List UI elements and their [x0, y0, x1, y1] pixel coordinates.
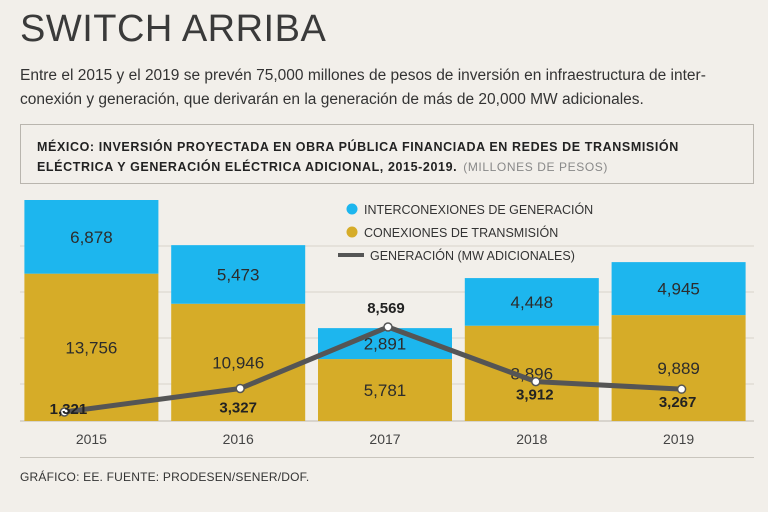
generation-label-2019: 3,267 — [659, 394, 697, 411]
bar-label-interconexiones-2019: 4,945 — [657, 280, 700, 299]
bar-label-interconexiones-2016: 5,473 — [217, 265, 260, 284]
bar-label-interconexiones-2018: 4,448 — [511, 293, 554, 312]
chart-unit: (MILLONES DE PESOS) — [463, 160, 608, 174]
bar-interconexiones-2019 — [611, 262, 746, 316]
footer-credit: GRÁFICO: EE. FUENTE: PRODESEN/SENER/DOF. — [20, 470, 310, 484]
chart-title-text: MÉXICO: INVERSIÓN PROYECTADA EN OBRA PÚB… — [37, 140, 679, 174]
bar-label-conexiones-2016: 10,946 — [212, 353, 264, 372]
generation-point-2016 — [235, 383, 245, 394]
bar-label-conexiones-2015: 13,756 — [65, 338, 117, 357]
generation-label-2015: 1,321 — [50, 401, 88, 418]
legend-swatch-conexiones — [346, 226, 358, 238]
generation-label-2017: 8,569 — [367, 300, 405, 317]
bar-interconexiones-2018 — [464, 278, 599, 326]
generation-point-2019 — [676, 384, 687, 394]
headline: SWITCH ARRIBA — [20, 8, 327, 50]
x-tick-label-2019: 2019 — [663, 431, 694, 447]
generation-label-2018: 3,912 — [516, 387, 554, 404]
x-tick-label-2018: 2018 — [516, 431, 547, 447]
generation-point-2018 — [531, 376, 541, 387]
generation-point-2015 — [59, 407, 70, 417]
generation-point-2017 — [383, 322, 393, 332]
x-tick-label-2015: 2015 — [76, 431, 107, 447]
legend-swatch-interconexiones — [346, 203, 358, 215]
x-tick-label-2017: 2017 — [369, 431, 400, 447]
bar-conexiones-2017 — [318, 359, 452, 421]
bar-interconexiones-2016 — [171, 245, 306, 304]
bar-label-interconexiones-2015: 6,878 — [70, 228, 113, 247]
legend-label-interconexiones: INTERCONEXIONES DE GENERACIÓN — [364, 202, 593, 217]
dek-text: Entre el 2015 y el 2019 se prevén 75,000… — [20, 67, 706, 108]
bar-conexiones-2015 — [24, 273, 159, 421]
x-tick-label-2016: 2016 — [223, 431, 254, 447]
chart-title-box: MÉXICO: INVERSIÓN PROYECTADA EN OBRA PÚB… — [20, 124, 754, 184]
footer-rule — [20, 457, 754, 458]
bar-conexiones-2016 — [171, 303, 306, 421]
bar-conexiones-2018 — [464, 325, 599, 421]
legend-label-generacion: GENERACIÓN (MW ADICIONALES) — [370, 248, 575, 263]
bar-conexiones-2019 — [611, 315, 746, 421]
bar-label-conexiones-2019: 9,889 — [657, 359, 700, 378]
legend-label-conexiones: CONEXIONES DE TRANSMISIÓN — [364, 225, 558, 240]
bar-interconexiones-2015 — [24, 200, 159, 274]
generation-label-2016: 3,327 — [219, 399, 257, 416]
bar-label-conexiones-2017: 5,781 — [364, 381, 407, 400]
bar-label-interconexiones-2017: 2,891 — [364, 335, 407, 354]
chart-title: MÉXICO: INVERSIÓN PROYECTADA EN OBRA PÚB… — [37, 137, 737, 177]
